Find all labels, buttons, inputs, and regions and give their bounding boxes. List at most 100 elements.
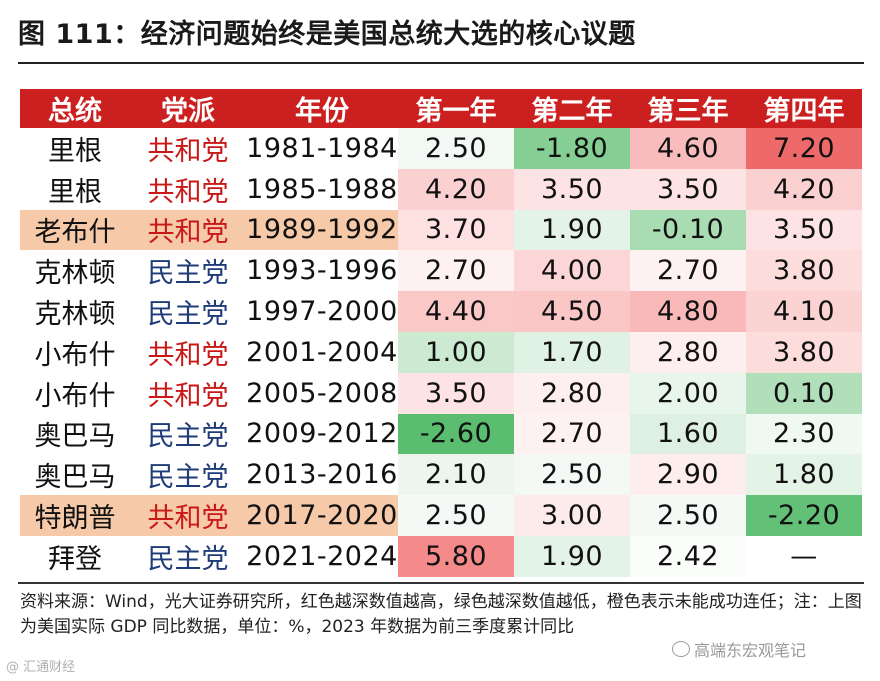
bottom-divider [18, 582, 864, 584]
president-cell: 克林顿 [34, 258, 116, 290]
table-row: 拜登 民主党 2021-2024 5.80 1.90 2.42— [20, 535, 862, 577]
value-cell: 4.60 [630, 128, 746, 169]
party-cell: 民主党 [147, 543, 229, 575]
value-cell: 2.90 [630, 454, 746, 496]
value-cell: -1.80 [514, 128, 630, 169]
value-cell: 4.10 [746, 291, 862, 332]
value-cell: 2.30 [746, 413, 862, 455]
value-cell: 3.50 [398, 372, 514, 414]
president-cell: 里根 [48, 176, 102, 208]
value-cell: — [746, 535, 862, 577]
value-cell: 2.00 [630, 372, 746, 414]
party-cell: 民主党 [147, 299, 229, 331]
party-cell: 共和党 [147, 176, 229, 208]
value-cell: 0.10 [746, 372, 862, 414]
value-cell: 1.80 [746, 454, 862, 496]
value-cell: 2.42 [630, 535, 746, 577]
value-cell: 1.00 [398, 331, 514, 373]
value-cell: 4.40 [398, 291, 514, 332]
value-cell: 2.70 [398, 250, 514, 292]
value-cell: 2.70 [630, 250, 746, 292]
value-cell: 3.50 [630, 168, 746, 210]
value-cell: 3.70 [398, 209, 514, 251]
source-note: 资料来源：Wind，光大证券研究所，红色越深数值越高，绿色越深数值越低，橙色表示… [20, 592, 862, 637]
value-cell: 3.50 [746, 209, 862, 251]
value-cell: 3.00 [514, 495, 630, 536]
column-header: 党派 [130, 89, 246, 128]
value-cell: 4.20 [398, 168, 514, 210]
value-cell: 2.70 [514, 413, 630, 455]
table-row: 克林顿 民主党 1993-1996 2.70 4.00 2.70 3.80 [20, 250, 862, 292]
value-cell: 7.20 [746, 128, 862, 169]
party-cell: 民主党 [147, 258, 229, 290]
party-cell: 共和党 [147, 135, 229, 167]
years-cell: 1989-1992 [246, 209, 398, 251]
table-row: 小布什 共和党 2005-2008 3.50 2.80 2.00 0.10 [20, 372, 862, 414]
president-cell: 里根 [48, 135, 102, 167]
years-cell: 1993-1996 [246, 255, 398, 287]
value-cell: 3.50 [514, 168, 630, 210]
years-cell: 2021-2024 [246, 540, 398, 572]
value-cell: 5.80 [398, 535, 514, 577]
value-cell: 2.50 [630, 495, 746, 536]
years-cell: 1985-1988 [246, 173, 398, 205]
party-cell: 共和党 [130, 495, 246, 536]
value-cell: 2.80 [514, 372, 630, 414]
president-cell: 老布什 [20, 209, 130, 251]
party-cell: 共和党 [147, 380, 229, 412]
party-cell: 民主党 [147, 421, 229, 453]
value-cell: -2.60 [398, 413, 514, 455]
president-cell: 特朗普 [20, 495, 130, 536]
watermark-left: @ 汇通财经 [6, 660, 76, 675]
table-row: 奥巴马 民主党 2009-2012 -2.60 2.70 1.60 2.30 [20, 413, 862, 455]
column-header: 总统 [20, 89, 130, 128]
president-cell: 小布什 [34, 380, 116, 412]
value-cell: 1.60 [630, 413, 746, 455]
table-row: 里根 共和党 1985-1988 4.20 3.50 3.50 4.20 [20, 168, 862, 210]
years-cell: 2001-2004 [246, 336, 398, 368]
years-cell: 2009-2012 [246, 418, 398, 450]
table-row: 克林顿 民主党 1997-2000 4.40 4.50 4.80 4.10 [20, 291, 862, 332]
value-cell: 2.50 [398, 128, 514, 169]
value-cell: 4.00 [514, 250, 630, 292]
value-cell: 2.10 [398, 454, 514, 496]
value-cell: 4.80 [630, 291, 746, 332]
party-cell: 共和党 [147, 339, 229, 371]
table-row: 老布什 共和党 1989-1992 3.70 1.90 -0.10 3.50 [20, 209, 862, 251]
column-header: 年份 [246, 89, 398, 128]
table-header-row: 总统 党派 年份 第一年 第二年 第三年 第四年 [20, 89, 862, 128]
value-cell: -2.20 [746, 495, 862, 536]
value-cell: 1.70 [514, 331, 630, 373]
figure-title: 图 111：经济问题始终是美国总统大选的核心议题 [18, 19, 636, 50]
president-cell: 克林顿 [34, 299, 116, 331]
column-header: 第四年 [746, 89, 862, 128]
party-cell: 民主党 [147, 462, 229, 494]
value-cell: 3.80 [746, 331, 862, 373]
value-cell: 2.50 [398, 495, 514, 536]
table-row: 里根 共和党 1981-1984 2.50 -1.80 4.60 7.20 [20, 128, 862, 169]
title-divider [18, 62, 864, 64]
column-header: 第一年 [398, 89, 514, 128]
years-cell: 2005-2008 [246, 377, 398, 409]
value-cell: 4.20 [746, 168, 862, 210]
value-cell: 3.80 [746, 250, 862, 292]
value-cell: -0.10 [630, 209, 746, 251]
years-cell: 1981-1984 [246, 132, 398, 164]
president-cell: 奥巴马 [34, 421, 116, 453]
value-cell: 4.50 [514, 291, 630, 332]
table-body: 里根 共和党 1981-1984 2.50 -1.80 4.60 7.20 里根 共和党 1985… [20, 128, 862, 577]
value-cell: 2.50 [514, 454, 630, 496]
president-cell: 小布什 [34, 339, 116, 371]
wechat-icon [672, 641, 690, 657]
table-row: 小布什 共和党 2001-2004 1.00 1.70 2.80 3.80 [20, 331, 862, 373]
watermark: 高端东宏观笔记 [672, 637, 806, 661]
party-cell: 共和党 [130, 209, 246, 251]
value-cell: 1.90 [514, 209, 630, 251]
president-cell: 奥巴马 [34, 462, 116, 494]
table-row: 特朗普 共和党 2017-2020 2.50 3.00 2.50 -2.20 [20, 495, 862, 536]
value-cell: 2.80 [630, 331, 746, 373]
gdp-table: 总统 党派 年份 第一年 第二年 第三年 第四年 里根 共和党 1981-1984 2.50 -1.… [20, 89, 862, 577]
years-cell: 1997-2000 [246, 296, 398, 328]
value-cell: 1.90 [514, 535, 630, 577]
watermark-text: 高端东宏观笔记 [694, 641, 807, 660]
